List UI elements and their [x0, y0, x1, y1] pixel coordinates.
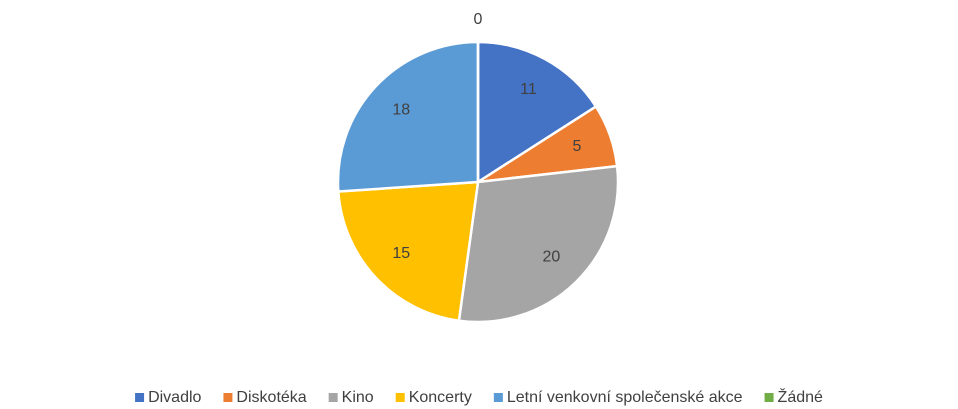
pie — [336, 40, 620, 324]
data-label: 5 — [572, 138, 581, 155]
legend-marker — [135, 393, 145, 402]
legend-marker — [395, 393, 405, 402]
slice — [476, 40, 598, 185]
data-labels: 11 5 20 15 18 0 — [392, 11, 581, 265]
slice — [457, 164, 620, 324]
legend-marker — [223, 393, 233, 402]
legend-label: Divadlo — [148, 389, 201, 406]
data-label: 0 — [474, 11, 483, 28]
legend-marker — [328, 393, 338, 402]
legend-marker — [764, 393, 774, 402]
legend-label: Letní venkovní společenské akce — [507, 389, 743, 406]
legend: Divadlo Diskotéka Kino Koncerty Letní venkov… — [135, 387, 823, 406]
legend-label: Kino — [342, 389, 374, 406]
data-label: 15 — [392, 245, 410, 262]
data-label: 11 — [520, 81, 537, 98]
slice — [336, 180, 480, 323]
legend-marker — [493, 393, 503, 402]
data-label: 20 — [542, 248, 560, 265]
legend-label: Žádné — [778, 387, 823, 406]
slice — [336, 40, 480, 193]
data-label: 18 — [392, 102, 410, 119]
legend-label: Koncerty — [409, 389, 472, 406]
legend-label: Diskotéka — [236, 389, 306, 406]
